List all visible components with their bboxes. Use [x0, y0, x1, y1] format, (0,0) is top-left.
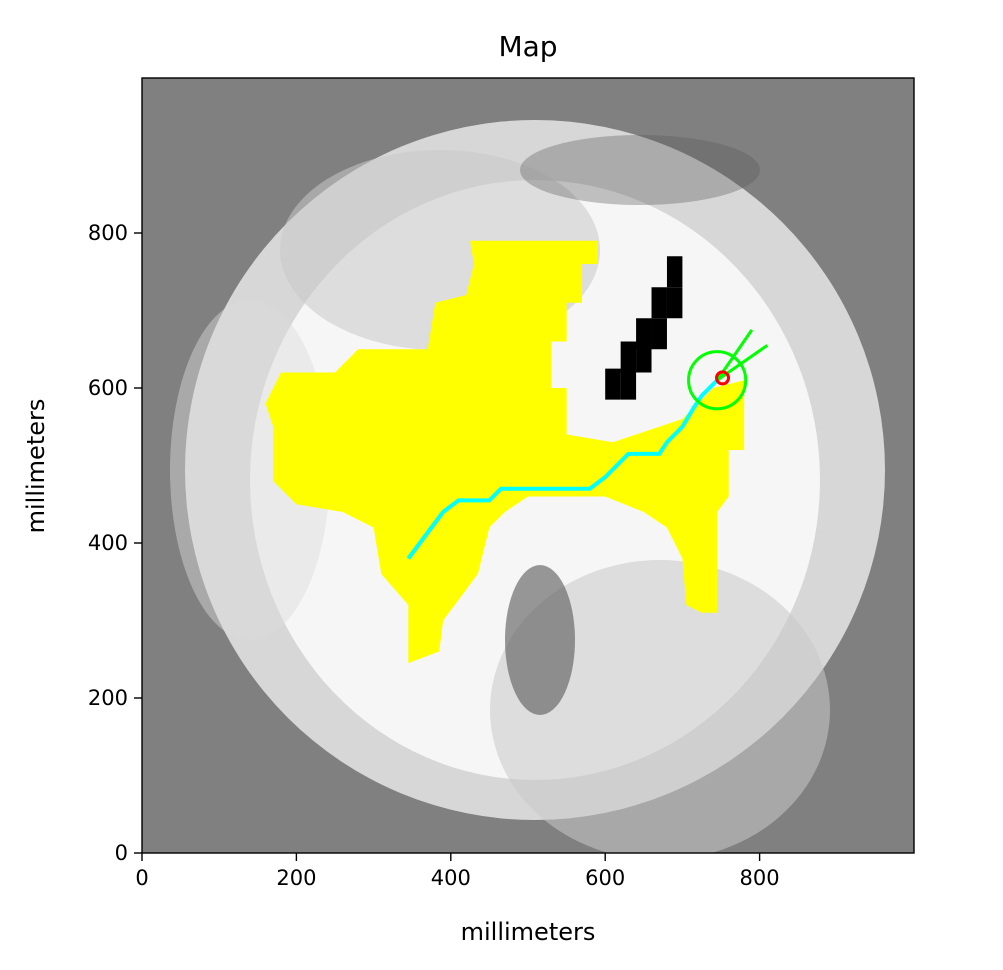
free-space-edge-shadow [520, 135, 760, 205]
plot-frame [141, 77, 915, 854]
x-tick-label: 800 [740, 866, 780, 890]
obstacle-cell [666, 287, 683, 319]
target-marker [715, 370, 731, 386]
y-axis-label: millimeters [22, 399, 50, 534]
y-tick-label: 600 [88, 376, 128, 400]
obstacle-layer [605, 256, 683, 400]
x-axis: 0 200 400 600 800 [135, 853, 780, 890]
reachable-region [265, 240, 745, 664]
free-space-shade-bottom [490, 560, 830, 853]
x-tick-label: 600 [585, 866, 625, 890]
y-tick-label: 400 [88, 531, 128, 555]
obstacle-cell [620, 341, 637, 373]
y-tick-label: 800 [88, 221, 128, 245]
obstacle-cell [651, 318, 667, 350]
obstacle-cell [620, 368, 637, 400]
x-tick-label: 0 [135, 866, 148, 890]
x-tick-label: 200 [276, 866, 316, 890]
chart-title: Map [498, 30, 557, 63]
obstacle-cell [666, 256, 683, 288]
plot-area [142, 78, 914, 853]
obstacle-cell [605, 368, 621, 400]
planned-path [406, 378, 719, 560]
x-tick-label: 400 [431, 866, 471, 890]
y-tick-label: 200 [88, 686, 128, 710]
y-tick-label: 0 [115, 841, 128, 865]
x-axis-label: millimeters [461, 918, 596, 946]
robot-marker [687, 350, 748, 411]
obstacle-cell [636, 341, 652, 373]
y-axis: 0 200 400 600 800 [88, 221, 142, 865]
free-space-dark-patch [505, 565, 575, 715]
obstacle-cell [651, 287, 667, 319]
